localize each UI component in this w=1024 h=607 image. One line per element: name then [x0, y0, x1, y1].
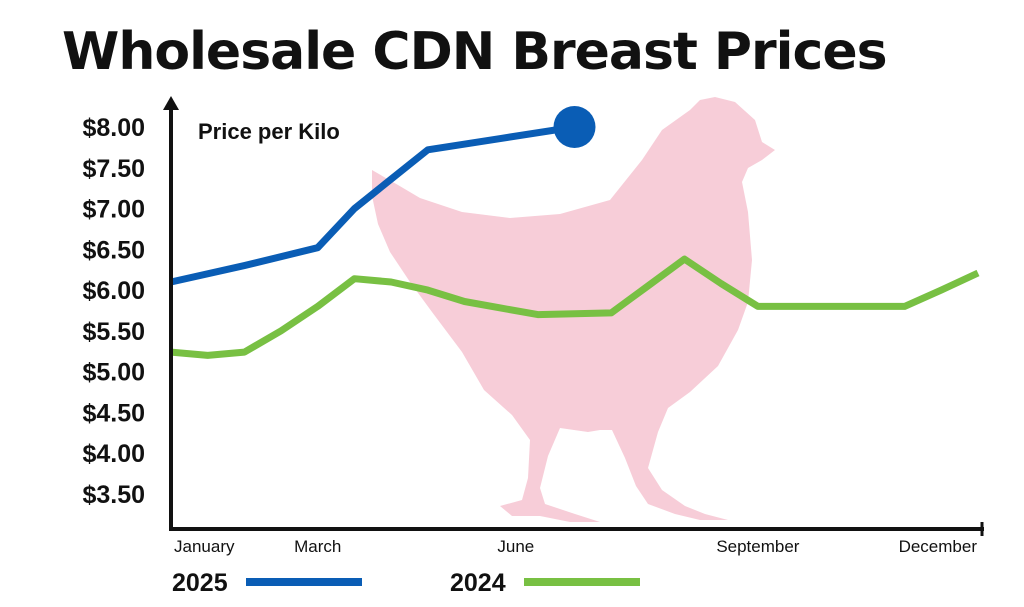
y-tick-label: $7.00: [82, 196, 145, 224]
series-line-2024: [170, 255, 980, 359]
series-lines: [170, 106, 980, 359]
chart-title: Wholesale CDN Breast Prices: [62, 22, 888, 82]
y-tick-label: $7.50: [82, 155, 145, 183]
series-end-marker-2025: [553, 106, 596, 148]
legend-label-2025: 2025: [172, 569, 228, 597]
y-axis-ticks: $3.50 $4.00 $4.50 $5.00 $5.50 $6.00 $6.50 $7.00…: [82, 114, 145, 509]
y-tick-label: $4.00: [82, 440, 145, 468]
axes: [163, 96, 984, 536]
series-line-2025: [170, 123, 576, 286]
x-axis-ticks: January March June September December: [174, 537, 977, 556]
y-axis-arrow: [163, 96, 179, 110]
x-tick-label: January: [174, 537, 235, 556]
y-tick-label: $3.50: [82, 481, 145, 509]
x-tick-label: March: [294, 537, 341, 556]
x-tick-label: September: [716, 537, 799, 556]
y-tick-label: $4.50: [82, 399, 145, 427]
y-tick-label: $5.50: [82, 318, 145, 346]
x-tick-label: December: [899, 537, 978, 556]
x-tick-label: June: [497, 537, 534, 556]
y-tick-label: $8.00: [82, 114, 145, 142]
y-tick-label: $6.00: [82, 277, 145, 305]
legend: 2025 2024: [172, 569, 640, 597]
y-axis-label: Price per Kilo: [198, 119, 340, 144]
chicken-silhouette: [372, 97, 775, 522]
legend-label-2024: 2024: [450, 569, 506, 597]
y-tick-label: $5.00: [82, 359, 145, 387]
y-tick-label: $6.50: [82, 236, 145, 264]
